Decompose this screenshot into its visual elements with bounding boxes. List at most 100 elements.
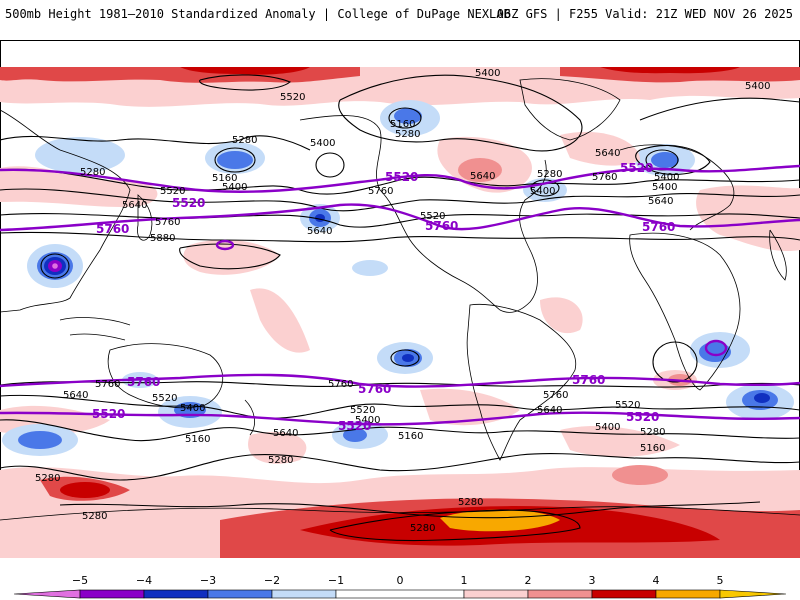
anomaly-neg-patch (754, 393, 770, 403)
coastline-indonesia (59, 317, 131, 341)
colorbar-tick: 0 (397, 574, 404, 587)
colorbar-segments (13, 589, 787, 599)
coastline-india (769, 229, 787, 281)
contour-label: 5160 (185, 434, 210, 445)
contour-5520-south (0, 411, 800, 426)
anomaly-pos-antarctic-max (60, 482, 110, 498)
map-title: 500mb Height 1981–2010 Standardized Anom… (5, 7, 511, 21)
contour-label: 5280 (640, 427, 665, 438)
anomaly-neg-patch (217, 151, 253, 169)
contour-label: 5400 (595, 422, 620, 433)
contour-line (388, 107, 422, 129)
highlight-label: 5520 (338, 419, 371, 433)
contour-label: 5760 (328, 379, 353, 390)
contour-line (0, 419, 800, 442)
colorbar-ticks: −5 −4 −3 −2 −1 0 1 2 3 4 5 (72, 574, 724, 587)
contour-label: 5280 (410, 523, 435, 534)
coastline-asia (0, 109, 131, 313)
contour-label: 5520 (420, 211, 445, 222)
highlight-label: 5760 (425, 219, 458, 233)
anomaly-neg-patch (18, 431, 62, 449)
contour-line (652, 341, 698, 383)
highlight-label: 5760 (96, 222, 129, 236)
anomaly-neg-patch (394, 108, 422, 124)
run-info: 06Z GFS | F255 Valid: 21Z WED NOV 26 202… (496, 7, 793, 21)
contour-line (199, 74, 292, 91)
highlight-label: 5760 (127, 375, 160, 389)
highlight-contours (0, 164, 800, 426)
anomaly-pos-patch (696, 185, 800, 252)
colorbar-seg-pos4 (655, 589, 721, 599)
contour-label: 5520 (615, 400, 640, 411)
colorbar-tick: 4 (653, 574, 660, 587)
contour-label: 5520 (280, 92, 305, 103)
anomaly-neg-patch (651, 152, 679, 168)
coastline-alaska (299, 115, 547, 313)
anomaly-neg-patch (35, 137, 125, 173)
colorbar-seg-zero (335, 589, 465, 599)
anomaly-shading (0, 67, 800, 558)
contour-label: 5640 (648, 196, 673, 207)
contour-label: 5880 (150, 233, 175, 244)
colorbar-tick: −3 (200, 574, 216, 587)
contour-label: 5760 (95, 379, 120, 390)
colorbar-seg-pos1 (463, 589, 529, 599)
anomaly-pos-patch (458, 158, 502, 182)
contour-labels: 5400 5520 5400 5280 5160 5280 5400 5280 … (35, 68, 770, 534)
contour-line (179, 243, 281, 270)
contour-label: 5160 (390, 119, 415, 130)
contour-line (338, 74, 583, 152)
contour-line (639, 97, 800, 121)
contour-label: 5280 (80, 167, 105, 178)
contour-label: 5400 (475, 68, 500, 79)
anomaly-neg-patch (343, 428, 367, 442)
contour-5520-north (0, 164, 800, 193)
highlight-label: 5520 (92, 407, 125, 421)
highlight-label: 5760 (572, 373, 605, 387)
highlight-labels: 5520 5760 5520 5760 5520 5760 5760 5520 … (92, 161, 675, 433)
anomaly-neg-patch (352, 260, 388, 276)
highlight-label: 5760 (642, 220, 675, 234)
anomaly-pos-patch (540, 297, 583, 334)
anomaly-pos-arctic-max-2 (600, 67, 740, 74)
contour-label: 5160 (398, 431, 423, 442)
colorbar-seg-neg1 (271, 589, 337, 599)
contour-label: 5280 (458, 497, 483, 508)
contour-line (390, 349, 420, 367)
contour-line (315, 152, 345, 178)
contour-line (214, 147, 256, 173)
colorbar-tick: 1 (461, 574, 468, 587)
colorbar-seg-neg3 (143, 589, 209, 599)
contour-label: 5640 (307, 226, 332, 237)
contour-line (0, 381, 800, 388)
coastline-japan (137, 194, 153, 241)
colorbar-seg-neg5 (13, 589, 81, 599)
colorbar-tick: −5 (72, 574, 88, 587)
contour-line (40, 253, 70, 279)
anomaly-pos-arctic-max (180, 67, 310, 75)
colorbar-tick: 2 (525, 574, 532, 587)
colorbar-seg-pos2 (527, 589, 593, 599)
contour-line (0, 453, 800, 481)
coastline-antarctica (0, 506, 800, 521)
contour-5760-loop (215, 239, 235, 251)
anomaly-pos-arctic-strong (0, 67, 360, 83)
contour-label: 5280 (35, 473, 60, 484)
contour-line (635, 145, 711, 175)
colorbar-tick: −2 (264, 574, 280, 587)
anomaly-pos-patch (420, 388, 520, 426)
contour-label: 5640 (63, 390, 88, 401)
highlight-label: 5520 (385, 170, 418, 184)
contour-label: 5160 (212, 173, 237, 184)
contour-label: 5280 (537, 169, 562, 180)
colorbar-seg-neg2 (207, 589, 273, 599)
contour-5760-north (0, 203, 800, 232)
contour-line (0, 231, 800, 243)
contour-line (329, 509, 581, 542)
contour-label: 5400 (310, 138, 335, 149)
coastlines (0, 78, 800, 521)
contour-label: 5640 (470, 171, 495, 182)
anomaly-pos-antarctic-peak (440, 509, 560, 532)
anomaly-pos-patch (612, 465, 668, 485)
contour-label: 5400 (222, 182, 247, 193)
